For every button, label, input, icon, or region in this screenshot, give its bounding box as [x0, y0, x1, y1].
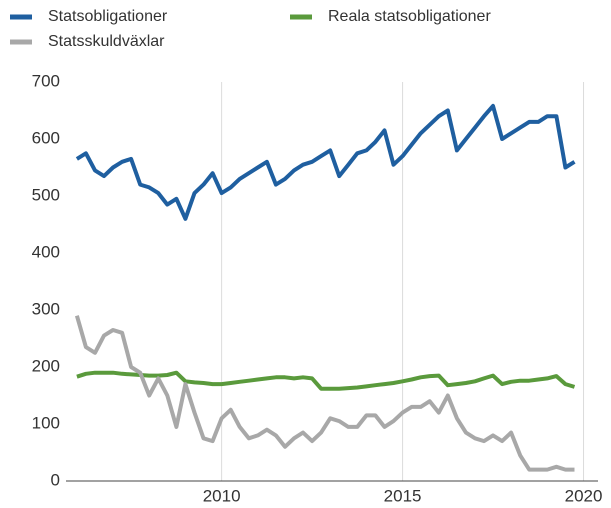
legend-label: Statsobligationer [48, 8, 168, 25]
y-tick-label: 700 [32, 71, 60, 90]
y-tick-label: 600 [32, 128, 60, 147]
x-tick-label: 2010 [203, 486, 241, 505]
y-tick-label: 100 [32, 413, 60, 432]
y-tick-label: 0 [51, 470, 60, 489]
legend-label: Reala statsobligationer [328, 8, 491, 25]
legend-label: Statsskuldväxlar [48, 33, 165, 50]
series-line [76, 370, 576, 391]
y-tick-label: 500 [32, 185, 60, 204]
series-line [74, 315, 575, 472]
y-tick-label: 400 [32, 242, 60, 261]
x-tick-label: 2015 [384, 486, 422, 505]
series-line [75, 103, 576, 221]
y-tick-label: 200 [32, 356, 60, 375]
x-tick-label: 2020 [565, 486, 603, 505]
y-tick-label: 300 [32, 299, 60, 318]
